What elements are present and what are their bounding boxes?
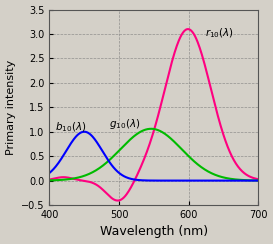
Y-axis label: Primary intensity: Primary intensity <box>5 60 16 155</box>
X-axis label: Wavelength (nm): Wavelength (nm) <box>100 225 208 238</box>
Text: $b_{10}(\lambda)$: $b_{10}(\lambda)$ <box>55 121 86 134</box>
Text: $g_{10}(\lambda)$: $g_{10}(\lambda)$ <box>109 117 140 131</box>
Text: $r_{10}(\lambda)$: $r_{10}(\lambda)$ <box>205 27 235 40</box>
